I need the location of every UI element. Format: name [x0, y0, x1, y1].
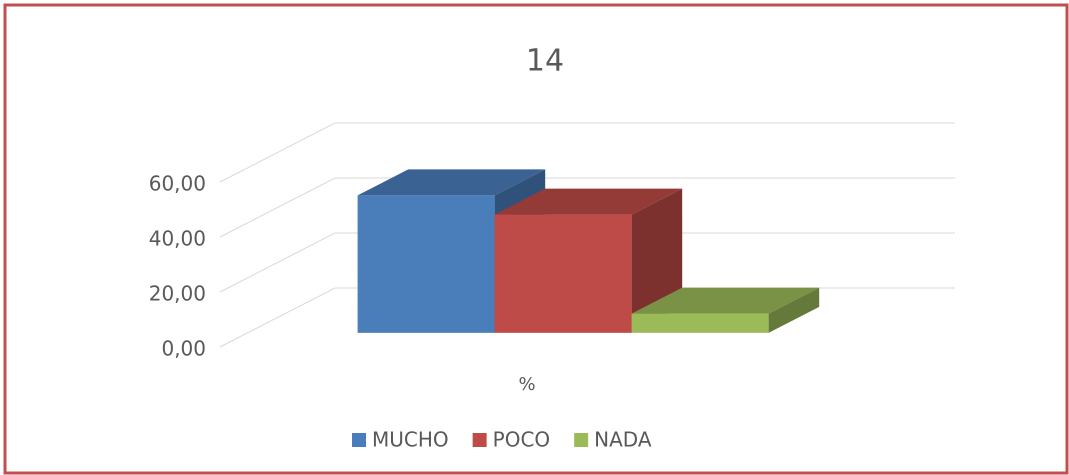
- x-tick-label: %: [518, 374, 535, 395]
- bar-top: [631, 287, 820, 314]
- grid-line: [219, 122, 955, 183]
- legend-label: MUCHO: [372, 428, 449, 452]
- legend-swatch: [352, 433, 366, 447]
- y-tick-label: 60,00: [149, 172, 206, 196]
- legend-label: NADA: [594, 428, 652, 452]
- legend-swatch: [472, 433, 487, 447]
- grid-line: [219, 232, 955, 293]
- bar-side: [768, 287, 820, 333]
- bar: [494, 214, 632, 333]
- chart-title: 14: [526, 44, 564, 79]
- legend-label: POCO: [493, 428, 551, 452]
- bar: [357, 195, 495, 333]
- y-tick-label: 40,00: [149, 227, 206, 251]
- legend-swatch: [574, 433, 589, 447]
- y-tick-label: 0,00: [161, 337, 206, 361]
- y-tick-label: 20,00: [149, 282, 206, 306]
- bar: [631, 313, 769, 333]
- bar-top: [357, 169, 546, 196]
- grid-line: [219, 177, 955, 238]
- bar-top: [494, 188, 683, 215]
